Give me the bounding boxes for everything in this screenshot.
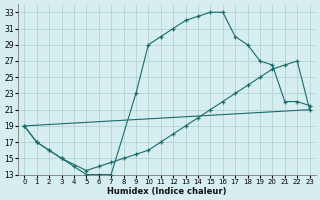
X-axis label: Humidex (Indice chaleur): Humidex (Indice chaleur) (107, 187, 227, 196)
